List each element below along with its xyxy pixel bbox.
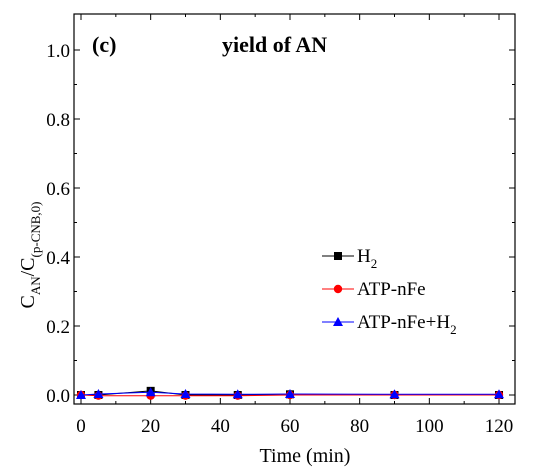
series-line xyxy=(80,394,499,397)
data-point xyxy=(232,389,243,399)
legend-marker xyxy=(333,284,343,294)
legend-marker xyxy=(333,317,343,326)
y-axis-title-main: C xyxy=(17,295,39,308)
x-tick-label: 80 xyxy=(350,416,369,437)
y-tick-label: 0.4 xyxy=(46,248,70,269)
svg-text:CAN/C(p-CNB,0): CAN/C(p-CNB,0) xyxy=(17,202,43,309)
legend-entry: ATP-nFe xyxy=(322,279,426,300)
data-point xyxy=(145,387,156,397)
legend-label: H2 xyxy=(357,246,377,271)
legend-entry: H2 xyxy=(322,246,377,271)
x-tick-label: 120 xyxy=(485,416,514,437)
plot-frame xyxy=(73,13,516,405)
y-tick-label: 0.8 xyxy=(46,110,70,131)
ticks: 0 20 40 60 80 100 120 0.0 0.2 0.4 0.6 0.8 1.0 xyxy=(46,14,515,437)
legend-marker xyxy=(334,252,342,260)
x-tick-label: 100 xyxy=(415,416,444,437)
series xyxy=(76,386,504,400)
legend-label: ATP-nFe+H2 xyxy=(357,312,457,337)
y-axis-title-sub2: (p-CNB,0) xyxy=(28,202,43,258)
x-tick-label: 40 xyxy=(211,416,230,437)
y-tick-label: 0.2 xyxy=(46,317,70,338)
data-point xyxy=(76,390,86,399)
series-3 xyxy=(76,387,504,399)
data-point xyxy=(494,389,504,399)
chart-title: yield of AN xyxy=(222,32,327,57)
y-tick-label: 0.6 xyxy=(46,179,70,200)
data-point xyxy=(285,388,295,398)
data-point xyxy=(93,388,104,398)
data-point xyxy=(180,388,191,398)
x-tick-label: 0 xyxy=(76,416,86,437)
series-line xyxy=(80,391,499,396)
y-tick-label: 0.0 xyxy=(46,386,70,407)
x-axis-title: Time (min) xyxy=(260,445,351,467)
panel-label: (c) xyxy=(92,32,116,57)
y-axis-title: CAN/C(p-CNB,0) xyxy=(17,202,43,309)
x-tick-label: 60 xyxy=(281,416,300,437)
y-axis-title-slash: /C xyxy=(17,257,39,276)
y-tick-label: 1.0 xyxy=(46,41,70,62)
legend: H2 ATP-nFe ATP-nFe+H2 xyxy=(322,246,457,337)
x-tick-label: 20 xyxy=(141,416,160,437)
data-point xyxy=(389,389,400,399)
legend-label: ATP-nFe xyxy=(357,279,426,300)
axes xyxy=(73,13,516,405)
y-axis-title-sub1: AN xyxy=(28,276,43,295)
legend-entry: ATP-nFe+H2 xyxy=(322,312,457,337)
